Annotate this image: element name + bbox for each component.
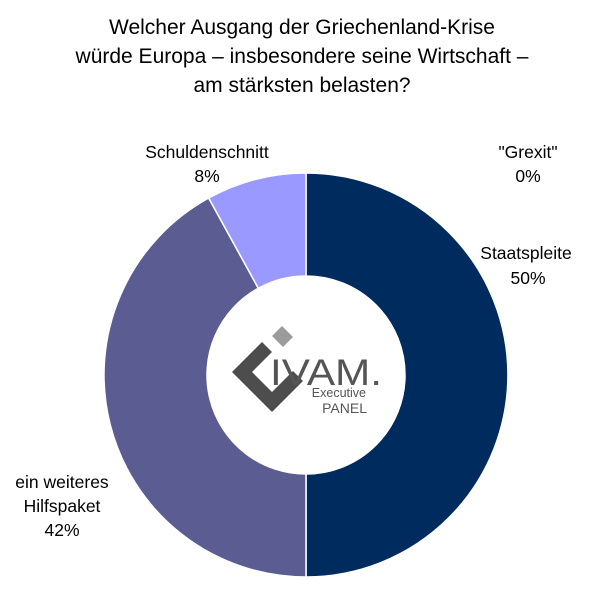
slice-label-hilfspaket-line2: Hilfspaket [24, 496, 101, 516]
logo-main-text: IVAM. [270, 352, 382, 393]
logo-line2: PANEL [322, 400, 367, 416]
slice-value-staatspleite: 50% [510, 268, 545, 288]
logo-mark-light [272, 326, 293, 347]
slice-label-staatspleite: Staatspleite [480, 243, 571, 263]
logo-mark-dark [232, 342, 303, 412]
slice-value-hilfspaket: 42% [44, 520, 79, 540]
title-line-1: Welcher Ausgang der Griechenland-Krise [109, 16, 495, 39]
slice-ein-weiteres-hilfspaket [103, 196, 307, 578]
slice-labels: Staatspleite 50% ein weiteres Hilfspaket… [15, 142, 571, 540]
title-line-3: am stärksten belasten? [193, 74, 410, 97]
slice-staatspleite [305, 172, 509, 578]
slice-label-grexit: "Grexit" [498, 142, 557, 162]
slice-label-hilfspaket-line1: ein weiteres [15, 472, 109, 492]
chart-title: Welcher Ausgang der Griechenland-Krise w… [75, 16, 529, 97]
slice-label-schuldenschnitt: Schuldenschnitt [145, 142, 269, 162]
logo-line1: Executive [312, 386, 366, 400]
ivam-logo: IVAM. Executive PANEL [232, 326, 382, 416]
donut-slices [103, 172, 509, 578]
slice-schuldenschnitt [207, 172, 307, 290]
slice-value-schuldenschnitt: 8% [194, 166, 219, 186]
title-line-2: würde Europa – insbesondere seine Wirtsc… [75, 45, 529, 68]
slice-value-grexit: 0% [515, 166, 540, 186]
